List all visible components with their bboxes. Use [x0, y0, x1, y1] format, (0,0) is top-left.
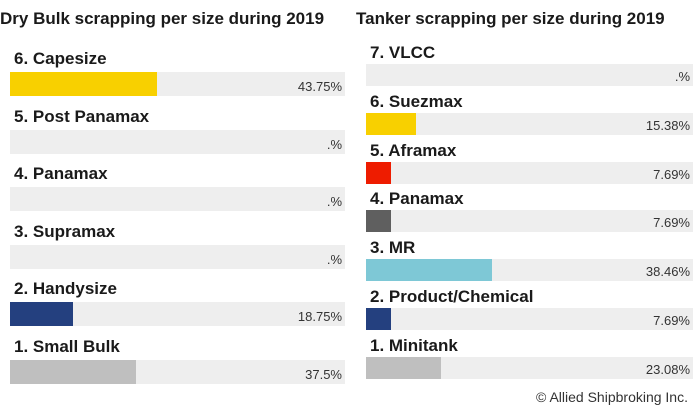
category-label: 2. Product/Chemical [370, 286, 534, 306]
value-label: 43.75% [297, 79, 342, 94]
value-label: .% [674, 69, 690, 84]
tanker-title: Tanker scrapping per size during 2019 [356, 9, 665, 28]
value-label: 7.69% [653, 166, 690, 182]
bar-row-vlcc: 7. VLCC.% [366, 43, 693, 92]
value-label: 7.69% [653, 215, 690, 231]
category-label: 5. Aframax [370, 140, 457, 160]
category-label: 5. Post Panamax [14, 106, 150, 126]
dry-bulk-chart: 6. Capesize 43.75% 5. Post Panamax.% 4. Pan… [10, 46, 345, 391]
bar-track [10, 72, 345, 96]
bar-row-suezmax: 6. Suezmax 15.38% [366, 92, 693, 141]
bar-row-minitank: 1. Minitank 23.08% [366, 336, 693, 385]
bar-row-panamax: 4. Panamax.% [10, 161, 345, 219]
category-label: 1. Small Bulk [14, 336, 120, 356]
value-label: 18.75% [297, 309, 342, 324]
bar-row-post-panamax: 5. Post Panamax.% [10, 104, 345, 162]
value-label: 7.69% [653, 312, 690, 328]
bar-fill [366, 161, 392, 184]
bar-fill [366, 259, 492, 282]
value-label: 38.46% [645, 264, 690, 280]
bar-fill [10, 359, 136, 384]
bar-row-mr: 3. MR 38.46% [366, 238, 693, 287]
bar-track [366, 64, 693, 86]
category-label: 6. Suezmax [370, 91, 463, 111]
bar-track [10, 187, 345, 211]
bar-row-small-bulk: 1. Small Bulk 37.5% [10, 334, 345, 392]
bar-row-handysize: 2. Handysize 18.75% [10, 276, 345, 334]
category-label: 7. VLCC [370, 43, 436, 62]
dry-bulk-title: Dry Bulk scrapping per size during 2019 [0, 9, 325, 28]
bar-fill [366, 356, 442, 379]
bar-row-aframax: 5. Aframax 7.69% [366, 141, 693, 190]
value-label: 15.38% [645, 117, 690, 133]
category-label: 6. Capesize [14, 49, 107, 68]
bar-fill [10, 72, 157, 96]
bar-fill [10, 302, 73, 326]
bar-fill [366, 307, 392, 330]
bar-fill [366, 210, 392, 233]
bar-track [10, 244, 345, 269]
bar-track [10, 129, 345, 154]
bar-row-capesize: 6. Capesize 43.75% [10, 46, 345, 104]
bar-row-product-chemical: 2. Product/Chemical 7.69% [366, 287, 693, 336]
category-label: 1. Minitank [370, 335, 458, 355]
bar-track [366, 210, 693, 233]
value-label: .% [326, 194, 342, 209]
bar-track [10, 359, 345, 384]
bar-row-supramax: 3. Supramax.% [10, 219, 345, 277]
category-label: 3. MR [370, 238, 416, 258]
bar-track [10, 302, 345, 326]
value-label: .% [326, 136, 342, 152]
bar-track [366, 259, 693, 282]
bar-track [366, 112, 693, 135]
category-label: 4. Panamax [14, 164, 108, 183]
bar-track [366, 307, 693, 330]
category-label: 2. Handysize [14, 279, 117, 298]
copyright-text: © Allied Shipbroking Inc. [536, 389, 688, 405]
category-label: 3. Supramax [14, 221, 116, 241]
value-label: .% [326, 251, 342, 267]
category-label: 4. Panamax [370, 189, 464, 209]
tanker-chart: 7. VLCC.% 6. Suezmax 15.38% 5. Aframax 7.69%… [366, 43, 693, 385]
value-label: 37.5% [305, 366, 342, 382]
bar-fill [366, 112, 417, 135]
value-label: 23.08% [645, 361, 690, 377]
bar-row-panamax: 4. Panamax 7.69% [366, 189, 693, 238]
bar-track [366, 356, 693, 379]
bar-track [366, 161, 693, 184]
